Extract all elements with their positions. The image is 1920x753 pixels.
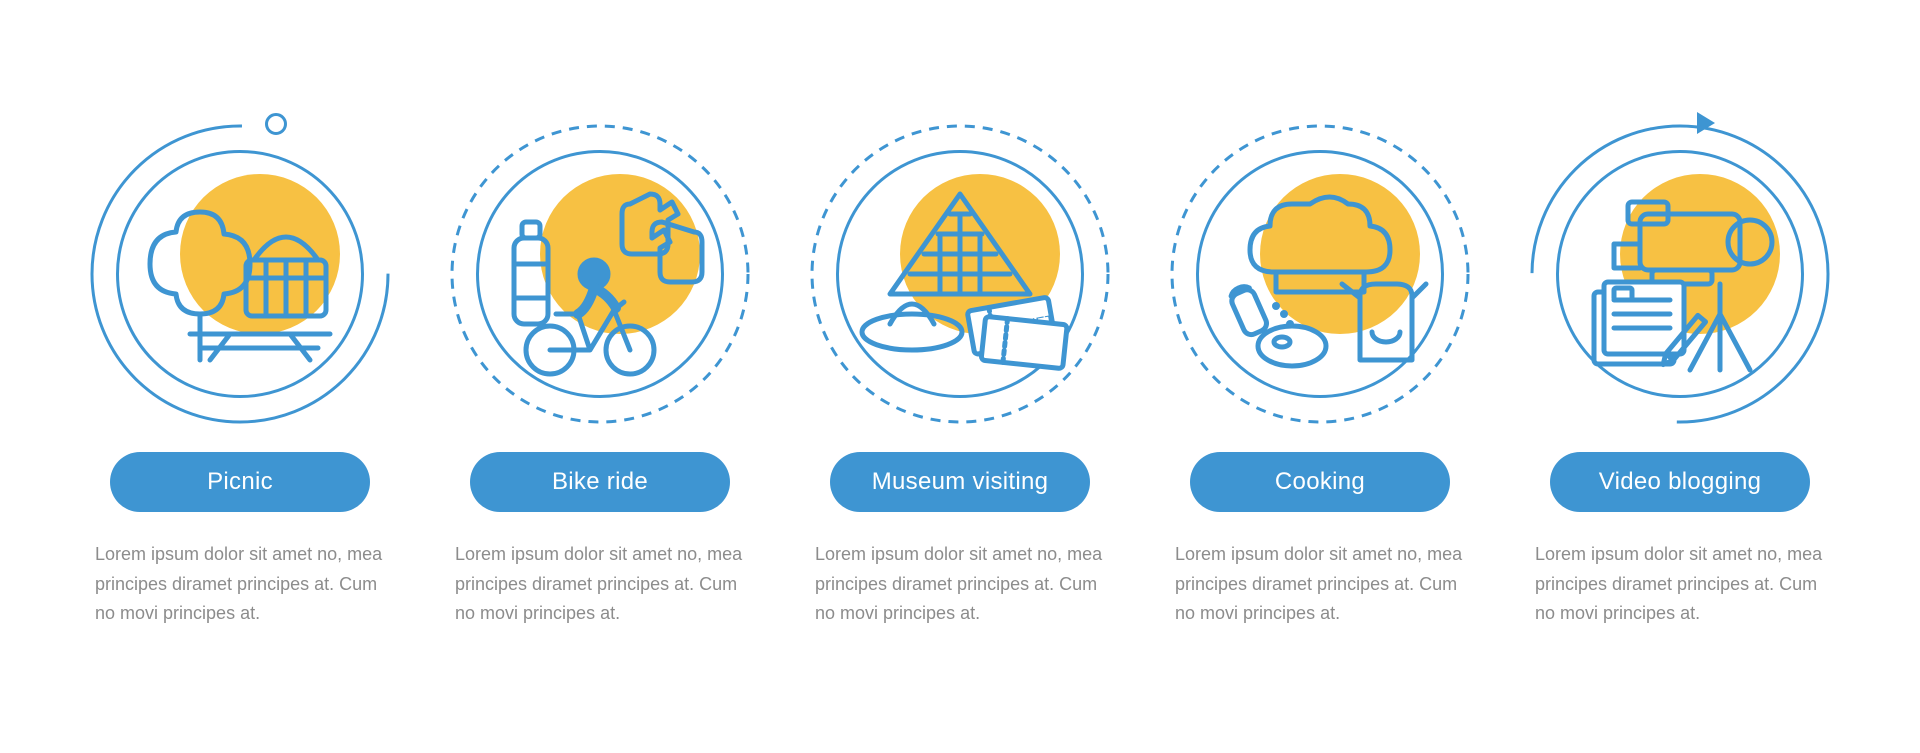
vlog-icon — [1570, 164, 1790, 384]
circle-vlog — [1530, 124, 1830, 424]
label-pill: Museum visiting — [830, 452, 1090, 512]
body-text: Lorem ipsum dolor sit amet no, mea princ… — [455, 540, 745, 629]
cooking-icon — [1210, 164, 1430, 384]
label-pill: Cooking — [1190, 452, 1450, 512]
step-video-blogging: Video blogging Lorem ipsum dolor sit ame… — [1525, 124, 1835, 629]
label-pill: Video blogging — [1550, 452, 1810, 512]
activities-infographic: Picnic Lorem ipsum dolor sit amet no, me… — [85, 124, 1835, 629]
label-pill: Picnic — [110, 452, 370, 512]
body-text: Lorem ipsum dolor sit amet no, mea princ… — [95, 540, 385, 629]
step-picnic: Picnic Lorem ipsum dolor sit amet no, me… — [85, 124, 395, 629]
circle-museum: TICKET — [810, 124, 1110, 424]
label-pill: Bike ride — [470, 452, 730, 512]
step-museum: TICKET Museum visiting Lorem ipsum dolor… — [805, 124, 1115, 629]
picnic-icon — [130, 164, 350, 384]
body-text: Lorem ipsum dolor sit amet no, mea princ… — [1535, 540, 1825, 629]
circle-bike — [450, 124, 750, 424]
circle-picnic — [90, 124, 390, 424]
circle-cooking — [1170, 124, 1470, 424]
body-text: Lorem ipsum dolor sit amet no, mea princ… — [1175, 540, 1465, 629]
bike-icon — [490, 164, 710, 384]
step-cooking: Cooking Lorem ipsum dolor sit amet no, m… — [1165, 124, 1475, 629]
step-bike-ride: Bike ride Lorem ipsum dolor sit amet no,… — [445, 124, 755, 629]
museum-icon: TICKET — [850, 164, 1070, 384]
body-text: Lorem ipsum dolor sit amet no, mea princ… — [815, 540, 1105, 629]
